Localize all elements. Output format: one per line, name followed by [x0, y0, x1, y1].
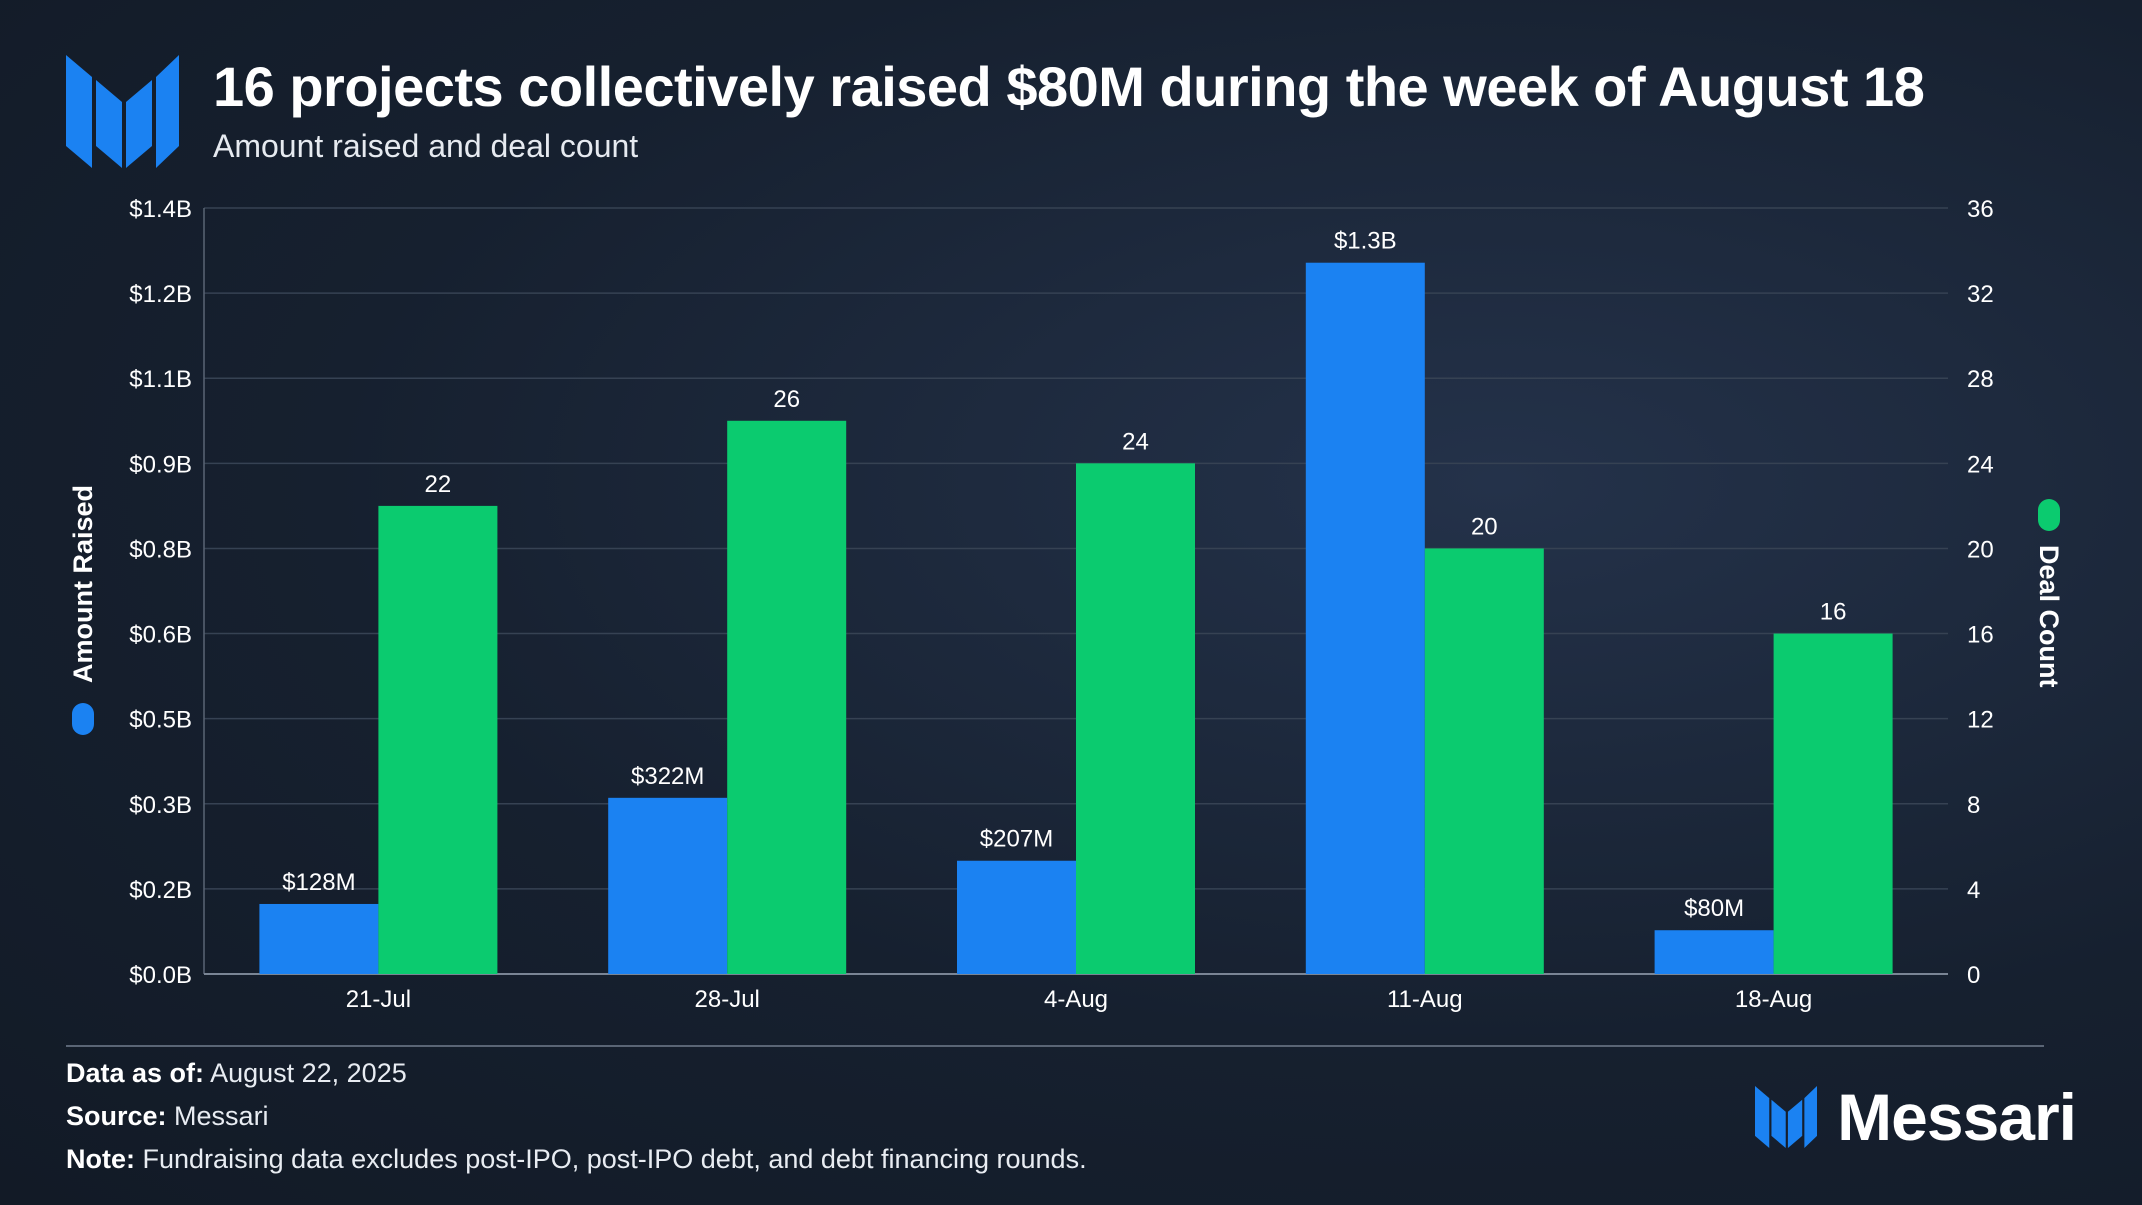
amount-bar	[608, 797, 728, 974]
right-tick-label: 24	[1967, 451, 1994, 478]
right-tick-label: 12	[1967, 707, 1994, 734]
chart-subtitle: Amount raised and deal count	[213, 128, 639, 164]
chart-title: 16 projects collectively raised $80M dur…	[213, 55, 1925, 118]
deal-count-bar	[727, 420, 847, 974]
left-axis-title: Amount Raised	[68, 485, 98, 683]
left-tick-label: $0.5B	[129, 707, 192, 734]
deal-count-legend-swatch	[2038, 499, 2060, 531]
note-line: Note: Fundraising data excludes post-IPO…	[66, 1144, 1087, 1175]
data-as-of: Data as of: August 22, 2025	[66, 1058, 407, 1089]
deal-count-bar	[1424, 548, 1544, 974]
right-tick-label: 0	[1967, 962, 1980, 989]
left-tick-label: $0.9B	[129, 451, 192, 478]
right-tick-label: 28	[1967, 366, 1994, 393]
deal-count-data-label: 26	[773, 386, 800, 413]
deal-count-bar	[1773, 633, 1893, 974]
left-tick-label: $0.0B	[129, 962, 192, 989]
left-tick-label: $0.8B	[129, 536, 192, 563]
messari-brand-icon	[1755, 1086, 1818, 1148]
source-label: Source:	[66, 1101, 167, 1131]
x-tick-label: 21-Jul	[346, 986, 411, 1013]
source-line: Source: Messari	[66, 1101, 269, 1132]
data-as-of-value: August 22, 2025	[210, 1058, 407, 1088]
deal-count-data-label: 16	[1820, 599, 1847, 626]
data-as-of-label: Data as of:	[66, 1058, 205, 1088]
source-value: Messari	[174, 1101, 269, 1131]
amount-legend-swatch	[72, 703, 94, 735]
right-tick-label: 16	[1967, 622, 1994, 649]
x-tick-label: 4-Aug	[1044, 986, 1108, 1013]
amount-data-label: $322M	[631, 763, 704, 790]
amount-bar	[1305, 262, 1425, 974]
left-tick-label: $0.6B	[129, 622, 192, 649]
amount-bar	[1654, 930, 1774, 974]
amount-data-label: $128M	[282, 869, 355, 896]
x-tick-label: 18-Aug	[1735, 986, 1812, 1013]
left-tick-label: $0.3B	[129, 792, 192, 819]
right-tick-label: 8	[1967, 792, 1980, 819]
x-tick-label: 11-Aug	[1387, 986, 1463, 1013]
deal-count-data-label: 22	[425, 471, 452, 498]
right-tick-label: 32	[1967, 281, 1994, 308]
right-tick-label: 4	[1967, 877, 1980, 904]
right-axis-title: Deal Count	[2034, 545, 2064, 688]
footer-divider	[66, 1045, 2044, 1047]
deal-count-bar	[1076, 463, 1195, 974]
left-tick-label: $1.1B	[129, 366, 192, 393]
brand-footer: Messari	[1755, 1080, 2077, 1154]
note-label: Note:	[66, 1144, 135, 1174]
amount-bar	[259, 903, 379, 974]
amount-data-label: $80M	[1684, 895, 1744, 922]
brand-name: Messari	[1837, 1080, 2077, 1154]
note-value: Fundraising data excludes post-IPO, post…	[142, 1144, 1087, 1174]
left-tick-label: $1.4B	[129, 196, 192, 223]
amount-data-label: $1.3B	[1334, 228, 1397, 255]
deal-count-data-label: 24	[1122, 428, 1149, 455]
left-tick-label: $0.2B	[129, 877, 192, 904]
bar-chart: $0.0B 0 $0.2B 4 $0.3B 8 $0.5B 12 $0.6B 16 $0.8B 20 $…	[68, 196, 2064, 1013]
messari-logo-icon	[66, 55, 179, 168]
amount-bar	[957, 860, 1076, 974]
left-tick-label: $1.2B	[129, 281, 192, 308]
deal-count-data-label: 20	[1471, 513, 1498, 540]
amount-data-label: $207M	[980, 826, 1053, 853]
x-tick-label: 28-Jul	[695, 986, 760, 1013]
deal-count-bar	[378, 505, 498, 974]
right-tick-label: 36	[1967, 196, 1994, 223]
right-tick-label: 20	[1967, 536, 1994, 563]
